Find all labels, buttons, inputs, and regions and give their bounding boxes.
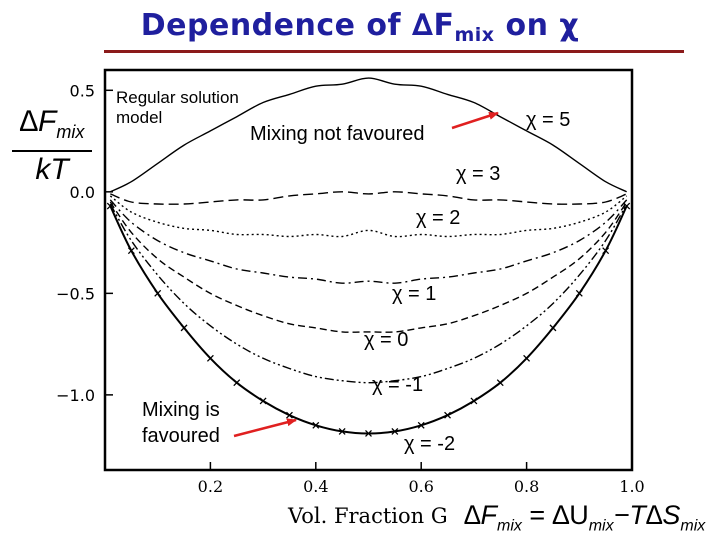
- series-marker: [623, 202, 631, 210]
- series-label-2: χ = 2: [416, 207, 460, 229]
- series-marker: [391, 427, 399, 435]
- series-marker: [154, 289, 162, 297]
- series-marker: [233, 379, 241, 387]
- y-axis-label-numerator: ∆Fmix: [19, 105, 85, 142]
- plot-frame: [103, 68, 634, 472]
- annotation-mixing-favoured: Mixing is favoured: [142, 399, 220, 447]
- arrow-to-minimum: [233, 418, 297, 438]
- series-marker: [523, 354, 531, 362]
- series-marker: [127, 247, 135, 255]
- series-marker: [106, 202, 114, 210]
- y-tick-label: 0.0: [70, 183, 95, 202]
- free-energy-equation: ∆Fmix = ∆Umix−T∆Smix: [464, 500, 706, 535]
- series-label-1: χ = 3: [456, 163, 500, 185]
- x-tick-label: 0.4: [303, 477, 328, 496]
- x-tick-label: 0.2: [198, 477, 223, 496]
- slide-title: Dependence of ∆Fmix on χ: [140, 8, 580, 46]
- x-tick-label: 0.6: [408, 477, 433, 496]
- annotation-mixing-favoured-line-1: Mixing is: [142, 399, 220, 421]
- axis-ticks: 0.2 0.4 0.6 0.8 1.0 0.5 0.0 −0.5 −1.0: [56, 81, 645, 496]
- y-tick-label: 0.5: [70, 81, 95, 100]
- series-marker: [444, 411, 452, 419]
- series-curves: [106, 77, 631, 437]
- series-marker: [575, 289, 583, 297]
- series-line-3: [109, 199, 628, 284]
- arrow-to-chi-5: [451, 111, 499, 130]
- series-marker: [549, 324, 557, 332]
- series-marker: [312, 421, 320, 429]
- fraction-bar: [12, 150, 92, 152]
- annotation-regular-solution: Regular solution model: [116, 88, 239, 127]
- series-label-6: χ = -2: [404, 433, 455, 455]
- series-marker: [602, 247, 610, 255]
- annotation-regular-solution-line-1: Regular solution: [116, 88, 239, 107]
- series-line-0: [109, 77, 628, 193]
- series-marker: [180, 324, 188, 332]
- series-line-5: [109, 203, 628, 384]
- series-marker: [285, 411, 293, 419]
- series-marker: [206, 354, 214, 362]
- series-label-0: χ = 5: [526, 109, 570, 131]
- annotation-mixing-favoured-line-2: favoured: [142, 425, 220, 447]
- x-axis-label: Vol. Fraction G: [287, 504, 448, 528]
- labels: χ = 5 χ = 3 χ = 2 χ = 1 χ = 0 χ = -1 χ = -2: [364, 109, 570, 455]
- x-tick-label: 1.0: [619, 477, 644, 496]
- series-marker: [365, 429, 372, 437]
- annotation-regular-solution-line-2: model: [116, 108, 162, 127]
- title-underline: [104, 50, 684, 53]
- series-line-2: [109, 195, 628, 238]
- series-markers-6: [106, 202, 631, 437]
- series-label-3: χ = 1: [392, 283, 436, 305]
- series-marker: [496, 379, 504, 387]
- series-marker: [470, 397, 478, 405]
- y-axis-label: ∆Fmix kT: [8, 104, 96, 186]
- series-marker: [259, 397, 267, 405]
- series-label-5: χ = -1: [372, 374, 423, 396]
- series-marker: [417, 421, 425, 429]
- x-tick-label: 0.8: [514, 477, 539, 496]
- y-tick-label: −1.0: [56, 386, 95, 405]
- series-label-4: χ = 0: [364, 329, 408, 351]
- y-tick-label: −0.5: [56, 284, 95, 303]
- series-line-1: [110, 191, 627, 205]
- series-marker: [338, 427, 346, 435]
- annotation-mixing-not-favoured: Mixing not favoured: [250, 123, 425, 145]
- y-axis-label-denominator: kT: [35, 153, 69, 186]
- series-line-4: [109, 201, 628, 333]
